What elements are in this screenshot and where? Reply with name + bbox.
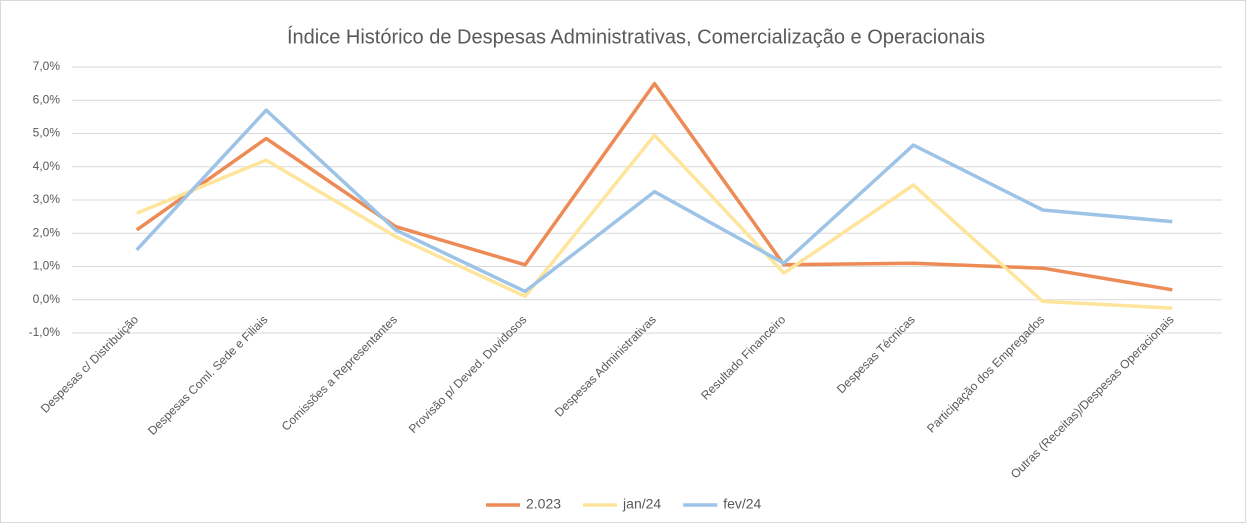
y-tick-label: -1,0% <box>29 325 61 339</box>
y-tick-label: 3,0% <box>33 192 61 206</box>
y-tick-label: 4,0% <box>33 159 61 173</box>
legend-label: jan/24 <box>622 496 661 512</box>
y-tick-label: 5,0% <box>33 126 61 140</box>
chart-title: Índice Histórico de Despesas Administrat… <box>287 25 985 48</box>
legend-label: 2.023 <box>526 496 561 512</box>
y-tick-label: 1,0% <box>33 259 61 273</box>
series-line <box>135 108 1173 294</box>
series-line <box>136 133 1173 310</box>
y-tick-label: 0,0% <box>33 292 61 306</box>
y-tick-label: 2,0% <box>33 225 61 239</box>
y-tick-label: 6,0% <box>33 92 61 106</box>
legend-label: fev/24 <box>723 496 761 512</box>
y-tick-label: 7,0% <box>33 59 61 73</box>
series-line <box>135 81 1173 292</box>
